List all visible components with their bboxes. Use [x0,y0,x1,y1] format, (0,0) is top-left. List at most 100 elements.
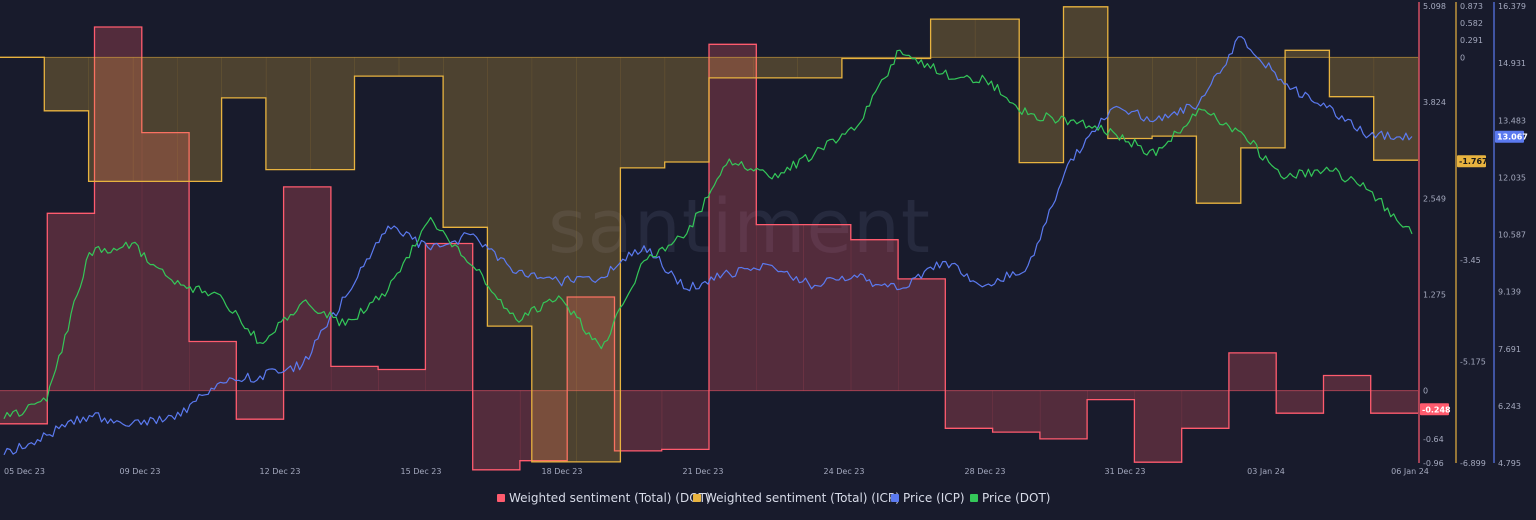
icp-sentiment-bar[interactable] [88,57,134,182]
icp-sentiment-bar[interactable] [797,57,843,78]
icp-sentiment-bar[interactable] [1373,57,1419,161]
legend-item-icp_price[interactable]: Price (ICP) [891,491,965,505]
dot_sent-tick-label: -0.96 [1423,459,1444,468]
dot_sent-tick-label: 0 [1423,387,1428,396]
legend-swatch [693,494,701,502]
dot-sentiment-bar[interactable] [283,186,332,391]
icp-sentiment-bar[interactable] [531,57,577,462]
legend-item-dot[interactable]: Weighted sentiment (Total) (DOT) [497,491,711,505]
legend-swatch [970,494,978,502]
icp_sent-tick-label: 0 [1460,53,1465,62]
icp-sentiment-bar[interactable] [576,57,621,462]
icp-sentiment-bar[interactable] [354,57,400,77]
santiment-watermark: santiment [548,184,931,270]
icp-sentiment-bar[interactable] [487,57,533,327]
icp-sentiment-bar[interactable] [664,57,710,162]
dot-sentiment-bar[interactable] [1087,390,1135,400]
dot-sentiment-bar[interactable] [472,390,521,470]
icp-sentiment-bar[interactable] [1063,6,1109,58]
icp_price-tick-label: 13.483 [1498,116,1526,125]
dot-sentiment-bar[interactable] [1181,390,1230,429]
x-tick-label: 03 Jan 24 [1247,467,1285,476]
dot_price-line[interactable] [3,49,1413,420]
icp_price-tick-label: 14.931 [1498,59,1526,68]
dot-sentiment-bar[interactable] [1323,375,1372,391]
dot-sentiment-bars [0,27,1419,470]
x-tick-label: 09 Dec 23 [120,467,161,476]
dot-sentiment-bar[interactable] [1276,390,1324,414]
dot-sentiment-bar[interactable] [709,44,757,391]
legend-label: Price (DOT) [982,491,1050,505]
dot-sentiment-bar[interactable] [94,27,143,391]
dot-sentiment-bar[interactable] [1039,390,1088,439]
icp_price-tick-label: 6.243 [1498,402,1521,411]
icp-sentiment-bar[interactable] [221,57,267,98]
icp_sent-tick-label: 0.873 [1460,2,1483,11]
dot-sentiment-bar[interactable] [945,390,993,429]
legend[interactable]: Weighted sentiment (Total) (DOT)Weighted… [497,491,1050,505]
dot-sentiment-bar[interactable] [47,213,95,391]
legend-swatch [497,494,505,502]
icp-badge-value: -1.767 [1459,157,1488,166]
icp-sentiment-bar[interactable] [1240,57,1286,148]
icp-sentiment-bar[interactable] [132,57,178,182]
dot-sentiment-bar[interactable] [992,390,1041,433]
icp-sentiment-bar[interactable] [1107,57,1153,139]
x-tick-label: 18 Dec 23 [542,467,583,476]
icp_price-badge-bg [1495,130,1524,143]
legend-label: Weighted sentiment (Total) (ICP) [705,491,900,505]
icp-sentiment-bar[interactable] [620,57,666,168]
legend-item-dot_price[interactable]: Price (DOT) [970,491,1050,505]
x-tick-label: 15 Dec 23 [401,467,442,476]
dot-sentiment-bar[interactable] [1370,390,1419,414]
icp-sentiment-bar[interactable] [1196,57,1242,204]
dot_sent-tick-label: 3.824 [1423,98,1446,107]
dot-sentiment-bar[interactable] [850,239,899,391]
dot-sentiment-bar[interactable] [756,224,804,391]
icp-sentiment-bar[interactable] [177,57,222,182]
dot-badge-bg [1420,403,1449,416]
x-tick-label: 28 Dec 23 [965,467,1006,476]
dot-sentiment-bar[interactable] [614,390,663,451]
icp-sentiment-bar[interactable] [753,57,798,78]
icp-sentiment-bar[interactable] [398,57,444,77]
dot-sentiment-bar[interactable] [519,390,568,461]
dot-sentiment-bar[interactable] [803,224,852,391]
legend-swatch [891,494,899,502]
dot-sentiment-bar[interactable] [425,243,474,391]
dot-sentiment-bar[interactable] [661,390,710,450]
icp-sentiment-bar[interactable] [1329,57,1375,97]
x-axis-ticks: 05 Dec 23 09 Dec 23 12 Dec 23 15 Dec 23 18 D… [4,467,1429,476]
icp-sentiment-bar[interactable] [974,19,1020,58]
dot-sentiment-bar[interactable] [330,366,379,391]
icp_sent-tick-label: -6.899 [1460,459,1486,468]
icp-sentiment-bar[interactable] [930,19,976,58]
dot_sent-tick-label: 1.275 [1423,290,1446,299]
icp-sentiment-bar[interactable] [1285,50,1330,58]
dot-sentiment-bar[interactable] [1134,390,1183,463]
icp-sentiment-bar[interactable] [709,57,754,78]
dot-sentiment-bar[interactable] [1228,352,1277,391]
icp-sentiment-bar[interactable] [310,57,355,170]
icp_price-line[interactable] [3,36,1413,456]
icp_price-tick-label: 4.795 [1498,459,1521,468]
dot-sentiment-bar[interactable] [898,278,946,391]
dot-sentiment-bar[interactable] [141,132,190,391]
dot-sentiment-bar[interactable] [0,390,48,424]
icp-sentiment-bar[interactable] [1152,57,1197,137]
icp-sentiment-bar[interactable] [44,57,89,111]
dot-sentiment-bar[interactable] [189,341,237,391]
dot-current-value-badge: -0.248 [1420,403,1451,416]
icp_price-tick-label: 12.035 [1498,173,1526,182]
legend-item-icp[interactable]: Weighted sentiment (Total) (ICP) [693,491,900,505]
dot-sentiment-bar[interactable] [378,369,426,391]
icp-current-value-badge: -1.767 [1457,155,1488,168]
legend-label: Weighted sentiment (Total) (DOT) [509,491,711,505]
dot-sentiment-bar[interactable] [236,390,284,420]
icp-sentiment-bar[interactable] [1019,57,1064,163]
icp-sentiment-bar[interactable] [443,57,488,228]
icp-sentiment-bar[interactable] [265,57,311,170]
icp-badge-bg [1457,155,1486,168]
